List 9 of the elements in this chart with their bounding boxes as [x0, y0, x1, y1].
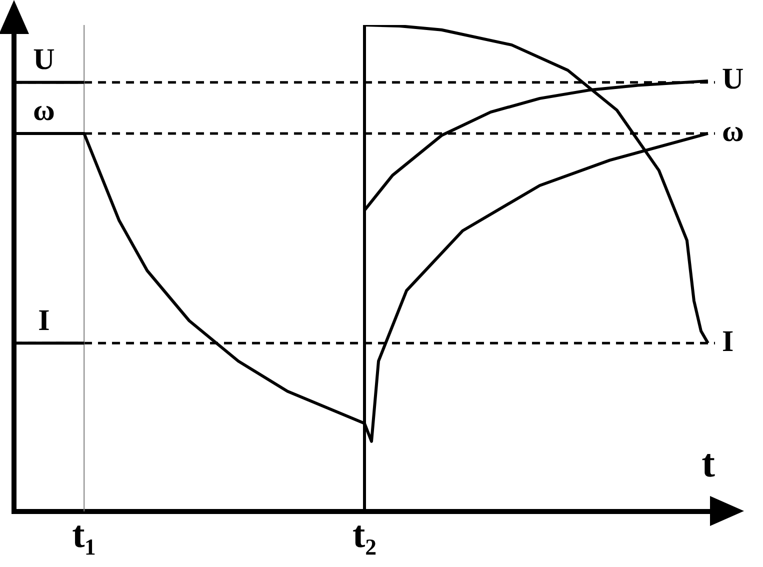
- annotation: U: [33, 43, 55, 76]
- x-axis-title: t: [702, 440, 716, 486]
- annotation: ω: [33, 94, 55, 128]
- series-label: U: [722, 62, 744, 96]
- x-tick-label: t₁: [72, 514, 96, 556]
- x-tick-label: t₂: [352, 514, 377, 556]
- series-label: I: [722, 324, 734, 358]
- series-label: ω: [722, 115, 744, 148]
- annotation: I: [38, 304, 50, 337]
